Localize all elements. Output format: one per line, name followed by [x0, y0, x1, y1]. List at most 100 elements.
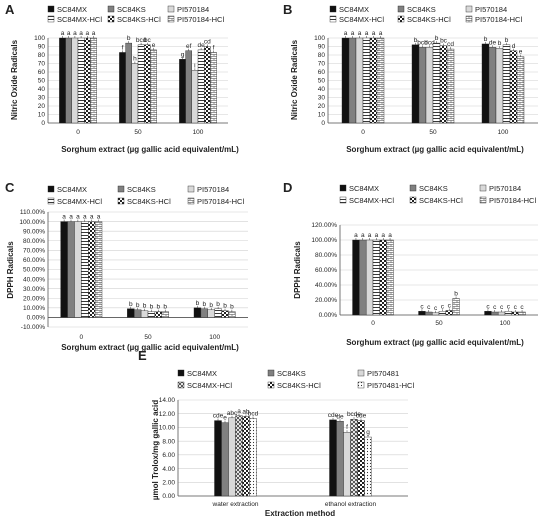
panel-letter: C [5, 180, 15, 195]
significance-letter: g [366, 429, 370, 436]
significance-letter: cde [328, 412, 339, 419]
significance-letter: f [213, 44, 215, 51]
bar [179, 59, 186, 124]
x-tick-label: 0 [76, 129, 80, 136]
legend-label: SC84KS [407, 5, 436, 14]
bar [411, 44, 420, 124]
significance-letter: b [129, 301, 133, 308]
bar [249, 418, 257, 497]
bar [221, 422, 229, 497]
significance-letter: c [420, 303, 424, 310]
significance-letter: bcd [424, 39, 435, 46]
bar [481, 43, 490, 124]
significance-letter: b [209, 302, 213, 309]
x-axis-title: Sorghum extract (µg gallic acid equivale… [61, 145, 239, 154]
legend-swatch [397, 15, 405, 23]
legend-label: PI570184-HCl [475, 15, 522, 24]
legend-swatch [107, 5, 115, 13]
y-tick-label: 10.00 [159, 425, 176, 432]
significance-letter: b [196, 300, 200, 307]
x-axis-title: Sorghum extract (µg gallic acid equivale… [61, 343, 239, 352]
x-tick-label: ethanol extraction [325, 501, 377, 508]
bar [228, 417, 236, 497]
y-tick-label: 70 [38, 61, 46, 68]
bar [221, 310, 229, 318]
y-tick-label: 90.00% [23, 228, 45, 235]
legend-swatch [357, 369, 365, 377]
chart-panel-d: D 0.00% 20.00% 40.00% 60.00% 80.00% 100.00% 120… [283, 180, 538, 347]
y-tick-label: 40.00% [23, 276, 45, 283]
legend-swatch [329, 5, 337, 13]
bar [488, 47, 497, 124]
x-tick-label: 100 [498, 129, 509, 136]
significance-letter: cde [356, 413, 367, 420]
x-tick-label: 100 [500, 320, 511, 327]
legend-label: PI570481-HCl [367, 381, 414, 390]
bar [379, 239, 387, 316]
significance-letter: b [157, 304, 161, 311]
significance-letter: e [223, 415, 227, 422]
significance-letter: b [127, 35, 131, 42]
significance-letter: ef [186, 43, 192, 50]
legend-swatch [339, 196, 347, 204]
bar [439, 45, 448, 124]
bar [511, 311, 519, 316]
bar [197, 49, 205, 124]
y-tick-label: 100.00% [19, 219, 45, 226]
y-tick-label: 4.00 [162, 466, 175, 473]
legend-swatch [267, 369, 275, 377]
bar [193, 307, 202, 318]
significance-letter: bcd [136, 37, 147, 44]
legend-swatch [339, 184, 347, 192]
bar [140, 310, 149, 318]
significance-letter: a [381, 232, 385, 239]
bar [147, 311, 156, 318]
legend-label: SC84MX-HCl [57, 197, 102, 206]
legend-swatch [397, 5, 405, 13]
significance-letter: b [435, 35, 439, 42]
significance-letter: g [181, 51, 185, 58]
bar [137, 44, 145, 124]
bar [235, 415, 243, 497]
bar [452, 298, 460, 316]
legend-swatch [187, 185, 195, 193]
y-tick-label: 40 [318, 86, 326, 93]
panel-letter: D [283, 180, 292, 195]
bar [341, 37, 350, 124]
bar [143, 44, 151, 124]
y-tick-label: 40.00% [315, 282, 337, 289]
significance-letter: b [150, 304, 154, 311]
significance-letter: a [73, 30, 77, 37]
y-tick-label: 20 [318, 103, 326, 110]
legend-swatch [167, 5, 175, 13]
y-tick-label: 0 [41, 120, 45, 127]
x-tick-label: 100 [193, 129, 204, 136]
legend-label: PI570184-HCl [177, 15, 224, 24]
significance-letter: b [414, 37, 418, 44]
y-tick-label: 100 [34, 35, 45, 42]
significance-letter: b [223, 303, 227, 310]
legend-swatch [47, 5, 55, 13]
legend-swatch [329, 15, 337, 23]
bar [484, 311, 492, 316]
y-tick-label: 20 [38, 103, 46, 110]
panel-letter: E [138, 348, 147, 363]
y-tick-label: 20.00% [23, 295, 45, 302]
bar [418, 311, 426, 316]
bar [83, 37, 91, 124]
significance-letter: b [454, 291, 458, 298]
x-tick-label: 50 [134, 129, 142, 136]
significance-letter: c [486, 303, 490, 310]
significance-letter: a [372, 30, 376, 37]
legend-label: PI570184 [475, 5, 507, 14]
y-tick-label: 0.00% [27, 315, 46, 322]
x-tick-label: 0 [361, 129, 365, 136]
bar [203, 46, 211, 124]
y-tick-label: 60 [38, 69, 46, 76]
bar [376, 37, 385, 124]
y-axis-title: Nitric Oxide Radicals [290, 39, 299, 120]
bar [60, 221, 68, 318]
y-tick-label: 50 [318, 78, 326, 85]
y-tick-label: 100 [314, 35, 325, 42]
